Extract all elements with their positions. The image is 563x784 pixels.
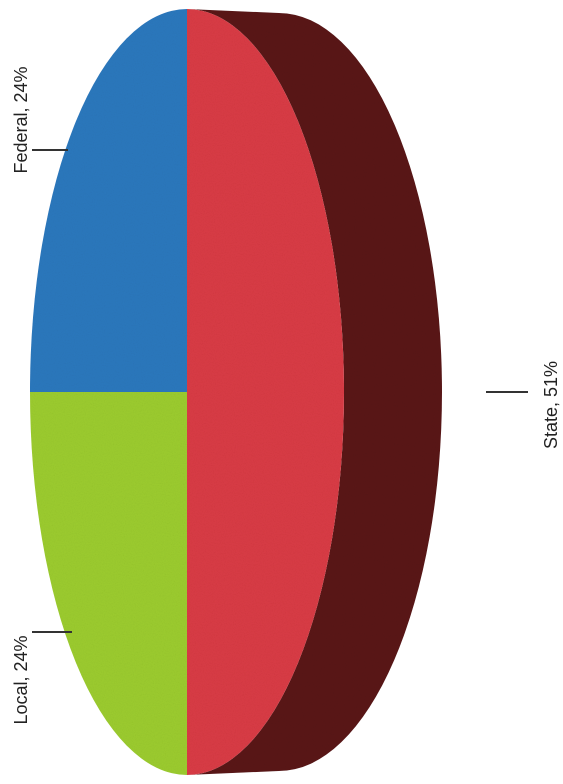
state-slice	[187, 9, 344, 775]
federal-slice	[30, 9, 187, 392]
federal-label: Federal, 24%	[11, 66, 31, 173]
local-slice	[30, 392, 187, 775]
state-label: State, 51%	[541, 361, 561, 449]
state-slice-side	[187, 9, 442, 775]
local-label: Local, 24%	[11, 635, 31, 724]
